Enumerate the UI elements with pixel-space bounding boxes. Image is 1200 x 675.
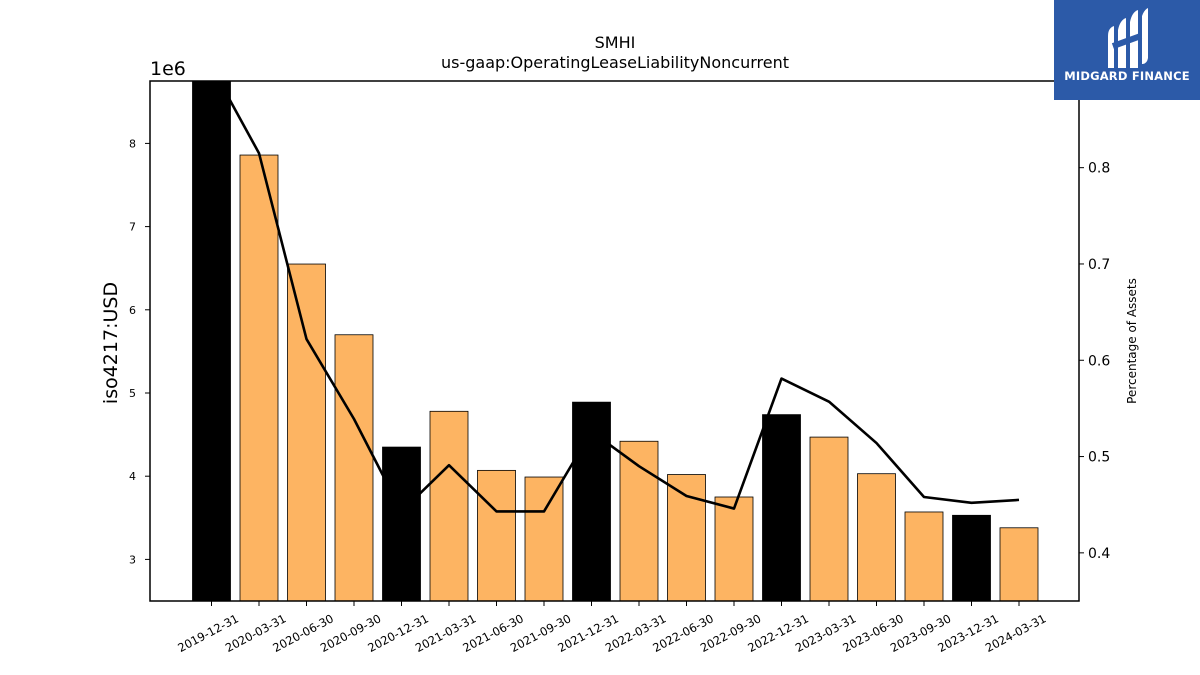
bar-2023-03-31 (809, 436, 849, 601)
y2-tick-label-0.8: 0.8 (1088, 161, 1110, 177)
y2-tick-label-0.4: 0.4 (1088, 546, 1110, 562)
y-tick-label-4: 4 (129, 470, 136, 483)
plot-frame (149, 80, 1080, 602)
bar-2022-12-31 (762, 414, 801, 601)
bar-2023-12-31 (952, 514, 991, 601)
bar-2019-12-31 (192, 81, 231, 601)
y-tick-label-6: 6 (129, 304, 136, 317)
bar-2022-06-30 (667, 474, 706, 601)
y-axis-label: iso4217:USD (100, 282, 122, 404)
chart-title: SMHI (595, 33, 636, 52)
y2-tick-label-0.6: 0.6 (1088, 353, 1110, 369)
bar-2021-12-31 (572, 401, 611, 601)
y-tick-label-3: 3 (129, 553, 136, 566)
bar-2023-09-30 (904, 511, 944, 601)
bar-2020-12-31 (382, 446, 421, 601)
logo-mark-icon (1108, 8, 1148, 68)
bar-2020-09-30 (334, 334, 374, 601)
bars-layer (192, 81, 1039, 601)
bar-2022-03-31 (619, 440, 659, 601)
y-scale-label: 1e6 (150, 58, 186, 80)
bar-2022-09-30 (714, 496, 754, 601)
logo-text: MIDGARD FINANCE (1064, 69, 1190, 83)
bar-2021-03-31 (429, 410, 469, 601)
bar-2021-06-30 (477, 469, 516, 601)
y2-tick-label-0.7: 0.7 (1088, 257, 1110, 273)
brand-logo: MIDGARD FINANCE (1054, 0, 1200, 100)
y-tick-label-5: 5 (129, 387, 136, 400)
y2-tick-label-0.5: 0.5 (1088, 450, 1110, 466)
bar-2020-03-31 (239, 154, 279, 601)
percentage-of-assets-line (217, 81, 1020, 513)
bar-2024-03-31 (999, 527, 1039, 601)
bar-2023-06-30 (857, 473, 896, 601)
chart-subtitle: us-gaap:OperatingLeaseLiabilityNoncurren… (441, 53, 789, 72)
y2-axis-label: Percentage of Assets (1125, 278, 1139, 404)
bar-2020-06-30 (287, 263, 326, 601)
line-layer (217, 81, 1020, 513)
bar-2021-09-30 (524, 476, 564, 601)
y-tick-label-8: 8 (129, 137, 136, 150)
y-tick-label-7: 7 (129, 221, 136, 234)
